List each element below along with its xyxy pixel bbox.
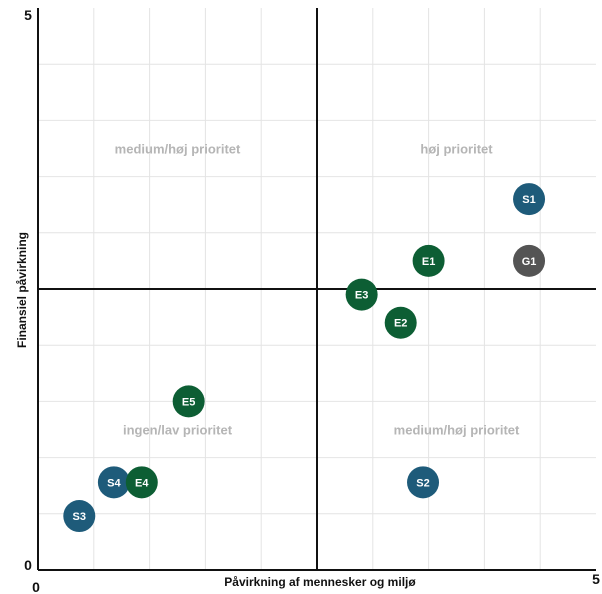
data-point-s2: S2	[407, 466, 440, 499]
data-point-marker	[63, 500, 96, 533]
x-axis-title: Påvirkning af mennesker og miljø	[224, 575, 416, 589]
data-point-label: S2	[416, 477, 429, 489]
quadrant-label: medium/høj prioritet	[394, 423, 520, 438]
data-point-marker	[384, 306, 417, 339]
data-point-e2: E2	[384, 306, 417, 339]
data-point-label: S1	[522, 194, 535, 206]
data-point-label: S4	[107, 477, 121, 489]
data-point-label: S3	[73, 511, 86, 523]
data-point-e5: E5	[172, 385, 205, 418]
y-tick-label-0: 0	[24, 557, 32, 573]
data-point-s4: S4	[97, 466, 130, 499]
data-point-s3: S3	[63, 500, 96, 533]
y-axis-title: Finansiel påvirkning	[15, 232, 29, 348]
data-point-e4: E4	[125, 466, 158, 499]
data-point-label: E4	[135, 477, 149, 489]
data-point-marker	[513, 183, 546, 216]
y-tick-label-5: 5	[24, 7, 32, 23]
axes	[37, 8, 596, 571]
quadrant-labels: medium/høj prioritet høj prioritet ingen/l…	[115, 142, 520, 438]
quadrant-label: høj prioritet	[420, 142, 493, 157]
data-point-e1: E1	[412, 244, 445, 277]
data-point-marker	[412, 244, 445, 277]
data-point-marker	[513, 244, 546, 277]
x-tick-label-0: 0	[32, 579, 40, 594]
data-point-marker	[97, 466, 130, 499]
data-point-label: G1	[522, 256, 537, 268]
data-point-label: E5	[182, 396, 195, 408]
data-point-s1: S1	[513, 183, 546, 216]
data-point-label: E1	[422, 256, 435, 268]
quadrant-label: ingen/lav prioritet	[123, 423, 233, 438]
data-point-marker	[125, 466, 158, 499]
x-tick-label-5: 5	[592, 571, 600, 587]
data-point-marker	[345, 278, 378, 311]
data-point-label: E3	[355, 290, 368, 302]
data-point-g1: G1	[513, 244, 546, 277]
data-point-marker	[407, 466, 440, 499]
data-point-marker	[172, 385, 205, 418]
data-point-e3: E3	[345, 278, 378, 311]
quadrant-label: medium/høj prioritet	[115, 142, 241, 157]
data-points: S1 G1 E1 E3 E2 E5 S2 S4 E4 S3	[63, 183, 546, 533]
data-point-label: E2	[394, 318, 407, 330]
